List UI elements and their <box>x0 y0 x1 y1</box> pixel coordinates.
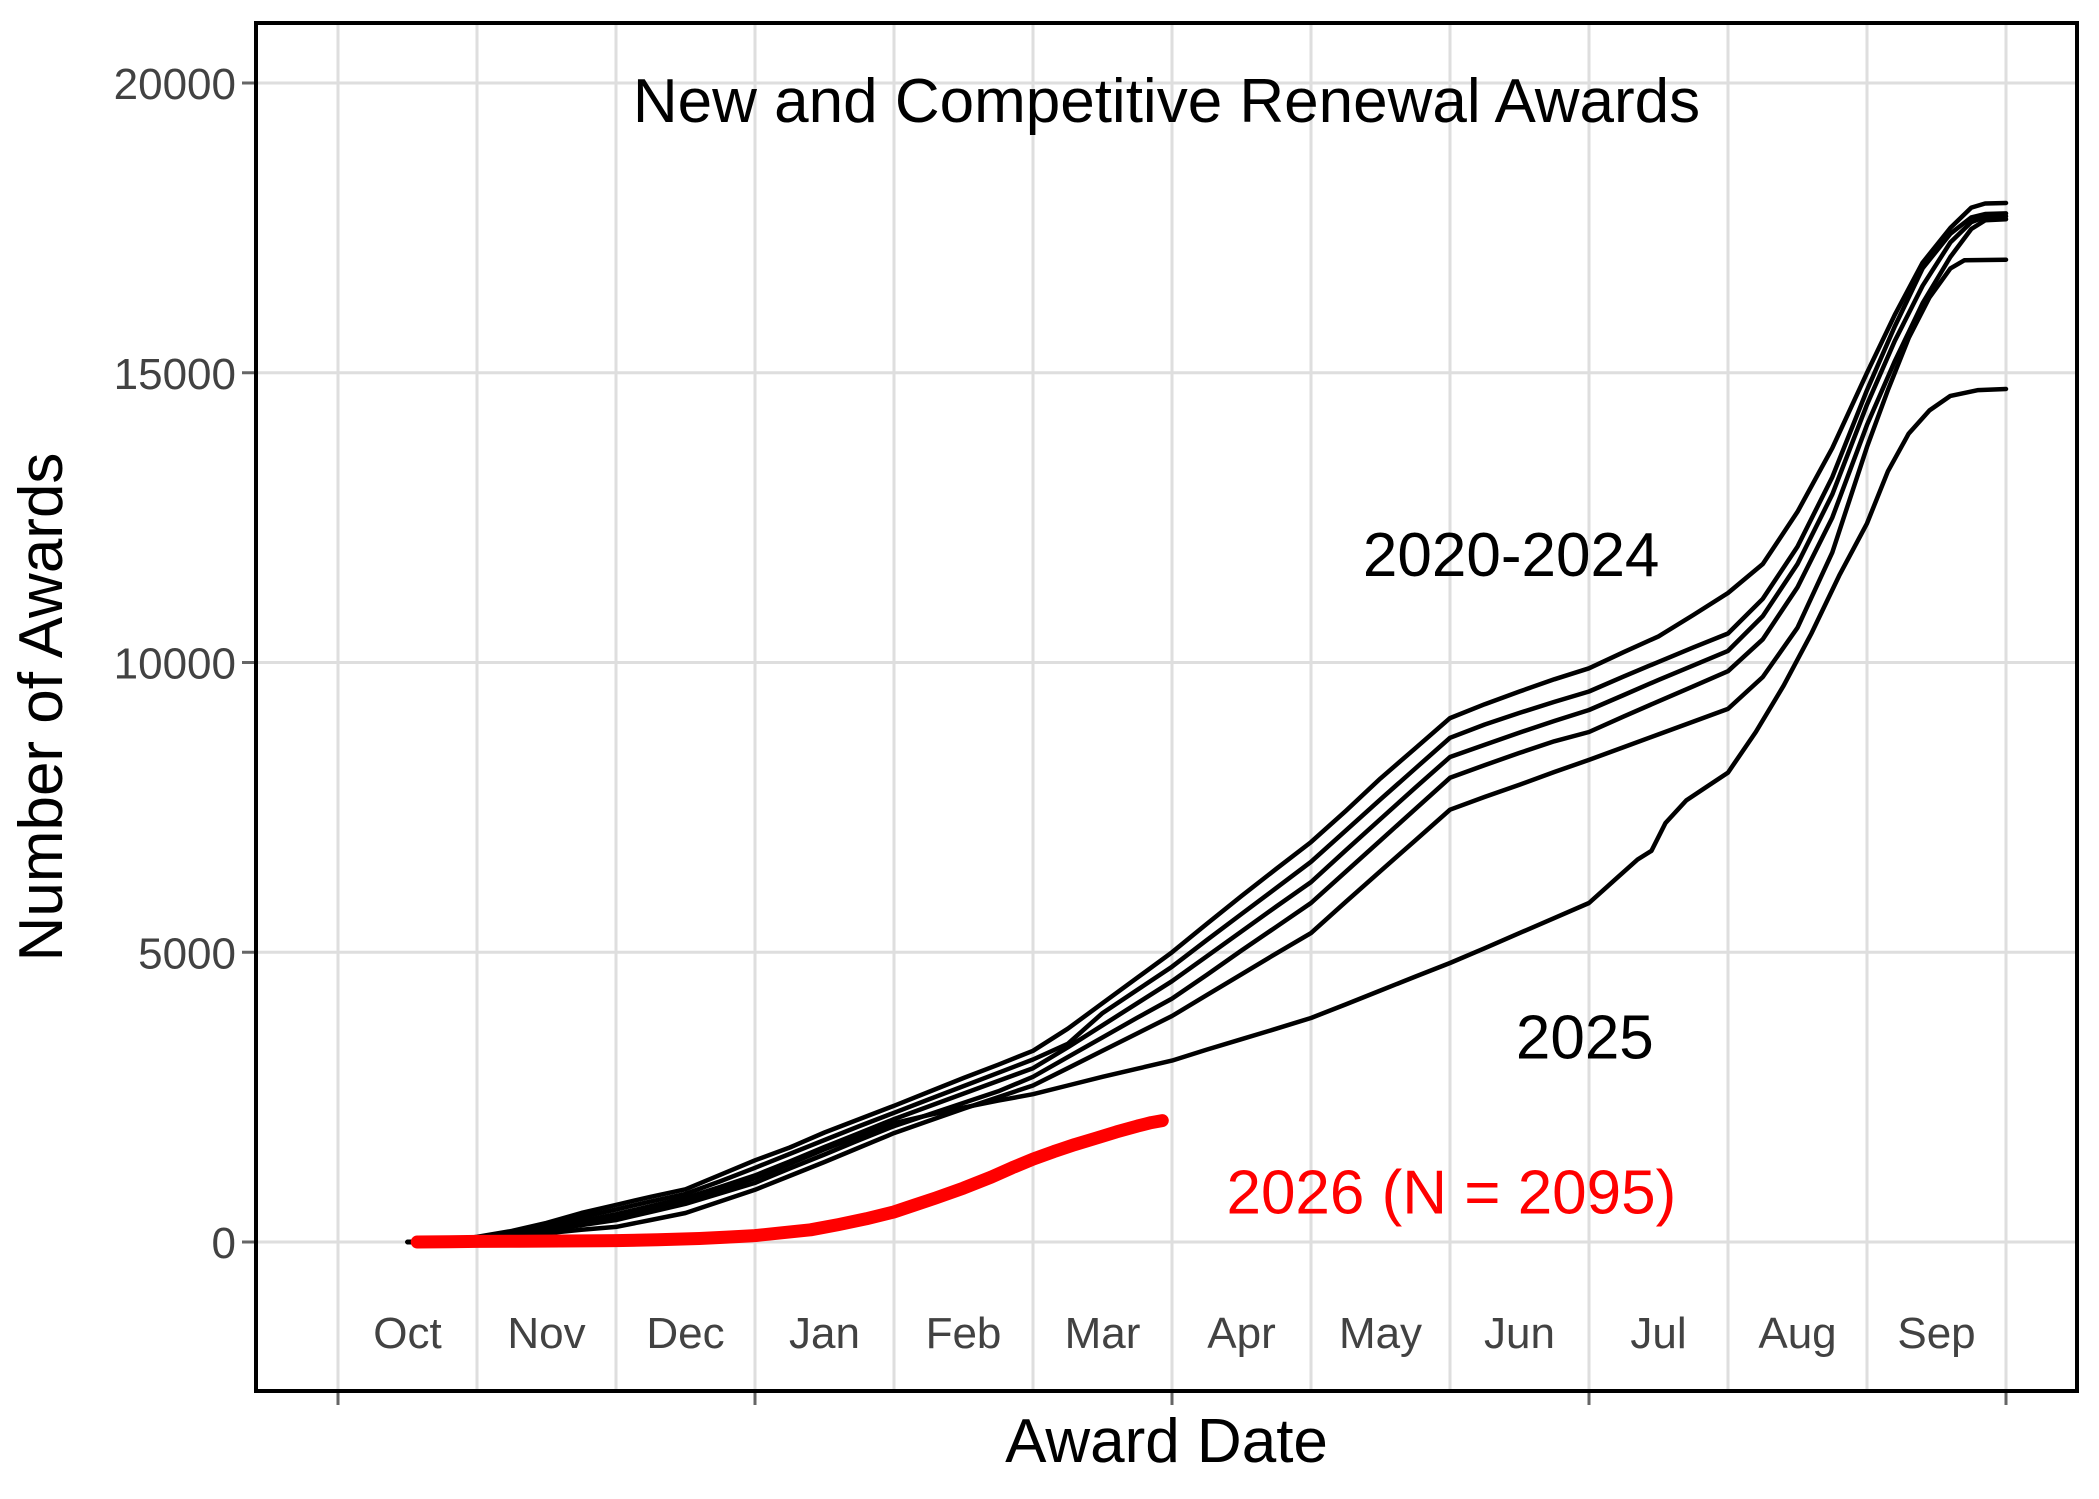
x-month-label-jun: Jun <box>1484 1309 1555 1358</box>
y-axis-title: Number of Awards <box>7 453 76 962</box>
series-line-2021 <box>405 211 2009 1245</box>
series-line-2020 <box>405 200 2009 1245</box>
x-month-label-feb: Feb <box>926 1309 1002 1358</box>
x-month-label-aug: Aug <box>1758 1309 1836 1358</box>
y-tick-label-5000: 5000 <box>138 929 236 978</box>
x-month-label-mar: Mar <box>1065 1309 1141 1358</box>
y-tick-label-10000: 10000 <box>114 640 236 689</box>
series-line-2023 <box>405 216 2009 1245</box>
y-tick-label-0: 0 <box>212 1219 236 1268</box>
series-line-2025 <box>405 386 2009 1245</box>
chart-title: New and Competitive Renewal Awards <box>633 67 1700 136</box>
panel-border <box>254 21 2079 1393</box>
x-month-label-apr: Apr <box>1207 1309 1275 1358</box>
plot-panel <box>256 23 2077 1391</box>
x-month-label-jul: Jul <box>1630 1309 1686 1358</box>
annotation-group-2020-2024: 2020-2024 <box>1363 521 1660 590</box>
annotation-year-2025: 2025 <box>1516 1004 1654 1073</box>
x-axis-title: Award Date <box>1005 1407 1328 1476</box>
series-line-2026 <box>410 1114 1169 1249</box>
y-tick-label-15000: 15000 <box>114 350 236 399</box>
x-gridlines <box>336 23 2008 1391</box>
x-month-label-sep: Sep <box>1897 1309 1975 1358</box>
series-line-2024 <box>405 257 2009 1245</box>
y-tick-label-20000: 20000 <box>114 60 236 109</box>
x-month-label-dec: Dec <box>646 1309 724 1358</box>
x-axis-ticks <box>336 1391 2008 1405</box>
x-month-label-oct: Oct <box>373 1309 441 1358</box>
x-month-label-nov: Nov <box>507 1309 585 1358</box>
y-axis-ticks <box>242 81 256 1244</box>
annotation-year-2026: 2026 (N = 2095) <box>1226 1159 1676 1228</box>
x-month-label-jan: Jan <box>789 1309 860 1358</box>
series-line-2022 <box>405 214 2009 1245</box>
x-month-label-may: May <box>1339 1309 1422 1358</box>
